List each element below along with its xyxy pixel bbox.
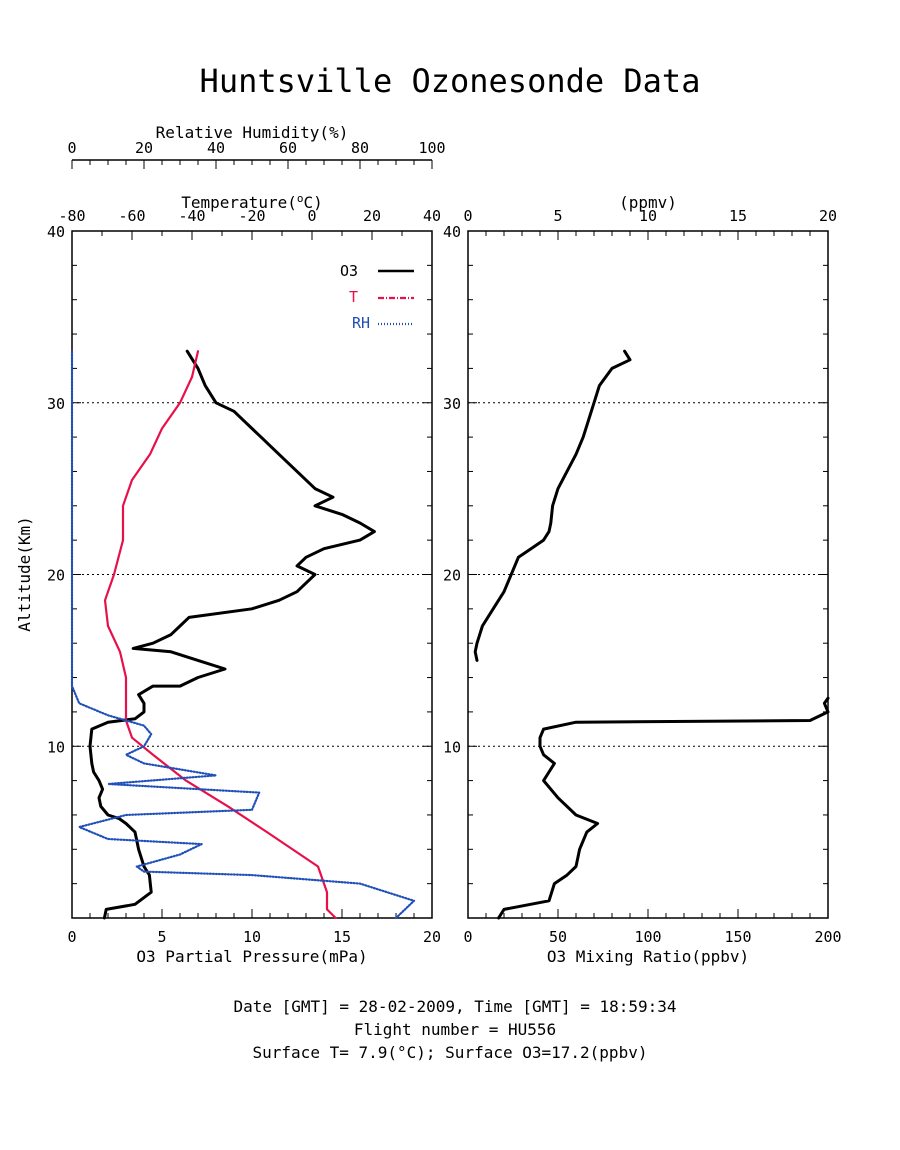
chart-title: Huntsville Ozonesonde Data xyxy=(200,62,701,100)
top-tick-label: 20 xyxy=(135,139,153,157)
series-o3-line xyxy=(497,696,830,920)
top-tick-label: 60 xyxy=(279,139,297,157)
top-tick-label: -40 xyxy=(178,207,205,225)
left-panel: 10 20 30 40 0 5 10 15 20 -80 -60 -40 -20 0 20 40 0 20 40 60… xyxy=(15,123,446,966)
series-o3-line xyxy=(88,349,376,920)
x-tick-label: 10 xyxy=(243,928,261,946)
top-tick-label: -20 xyxy=(238,207,265,225)
footer: Date [GMT] = 28-02-2009, Time [GMT] = 18… xyxy=(233,997,676,1062)
o3-pressure-axis-label: O3 Partial Pressure(mPa) xyxy=(136,947,367,966)
footer-date-time: Date [GMT] = 28-02-2009, Time [GMT] = 18… xyxy=(233,997,676,1016)
temperature-axis-label: Temperature(oC) xyxy=(181,192,322,212)
x-tick-label: 0 xyxy=(67,928,76,946)
top-tick-label: 80 xyxy=(351,139,369,157)
legend-label-o3: O3 xyxy=(340,262,358,280)
x-tick-label: 150 xyxy=(724,928,751,946)
ppmv-axis-label: (ppmv) xyxy=(619,193,677,212)
x-tick-label: 15 xyxy=(333,928,351,946)
altitude-axis-label: Altitude(Km) xyxy=(15,516,34,632)
x-tick-label: 20 xyxy=(423,928,441,946)
series-o3-line-upper xyxy=(473,349,632,662)
x-tick-label: 0 xyxy=(463,928,472,946)
top-tick-label: 0 xyxy=(67,139,76,157)
footer-surface-values: Surface T= 7.9(°C); Surface O3=17.2(ppbv… xyxy=(253,1043,648,1062)
legend-label-rh: RH xyxy=(352,314,370,332)
top-tick-label: 40 xyxy=(207,139,225,157)
y-tick-label: 30 xyxy=(47,395,65,413)
legend: O3 T RH xyxy=(340,262,414,332)
y-tick-label: 10 xyxy=(47,738,65,756)
legend-label-t: T xyxy=(349,288,358,306)
series-temperature-line xyxy=(103,350,337,920)
top-tick-label: 20 xyxy=(819,207,837,225)
y-tick-label: 20 xyxy=(47,567,65,585)
top-tick-label: 15 xyxy=(729,207,747,225)
y-tick-label: 20 xyxy=(443,567,461,585)
y-tick-label: 10 xyxy=(443,738,461,756)
x-tick-label: 200 xyxy=(814,928,841,946)
top-tick-label: 40 xyxy=(423,207,441,225)
y-tick-label: 30 xyxy=(443,395,461,413)
y-tick-label: 40 xyxy=(443,223,461,241)
top-tick-label: 20 xyxy=(363,207,381,225)
top-tick-label: 0 xyxy=(307,207,316,225)
x-tick-label: 50 xyxy=(549,928,567,946)
top-tick-label: 5 xyxy=(553,207,562,225)
top-tick-label: -60 xyxy=(118,207,145,225)
x-tick-label: 100 xyxy=(634,928,661,946)
series-rh-line xyxy=(70,350,416,920)
footer-flight-number: Flight number = HU556 xyxy=(354,1020,556,1039)
top-tick-label: 100 xyxy=(418,139,445,157)
top-tick-label: 0 xyxy=(463,207,472,225)
x-tick-label: 5 xyxy=(157,928,166,946)
top-tick-label: -80 xyxy=(58,207,85,225)
y-tick-label: 40 xyxy=(47,223,65,241)
humidity-axis-label: Relative Humidity(%) xyxy=(156,123,349,142)
top-tick-label: 10 xyxy=(639,207,657,225)
o3-mixing-axis-label: O3 Mixing Ratio(ppbv) xyxy=(547,947,749,966)
